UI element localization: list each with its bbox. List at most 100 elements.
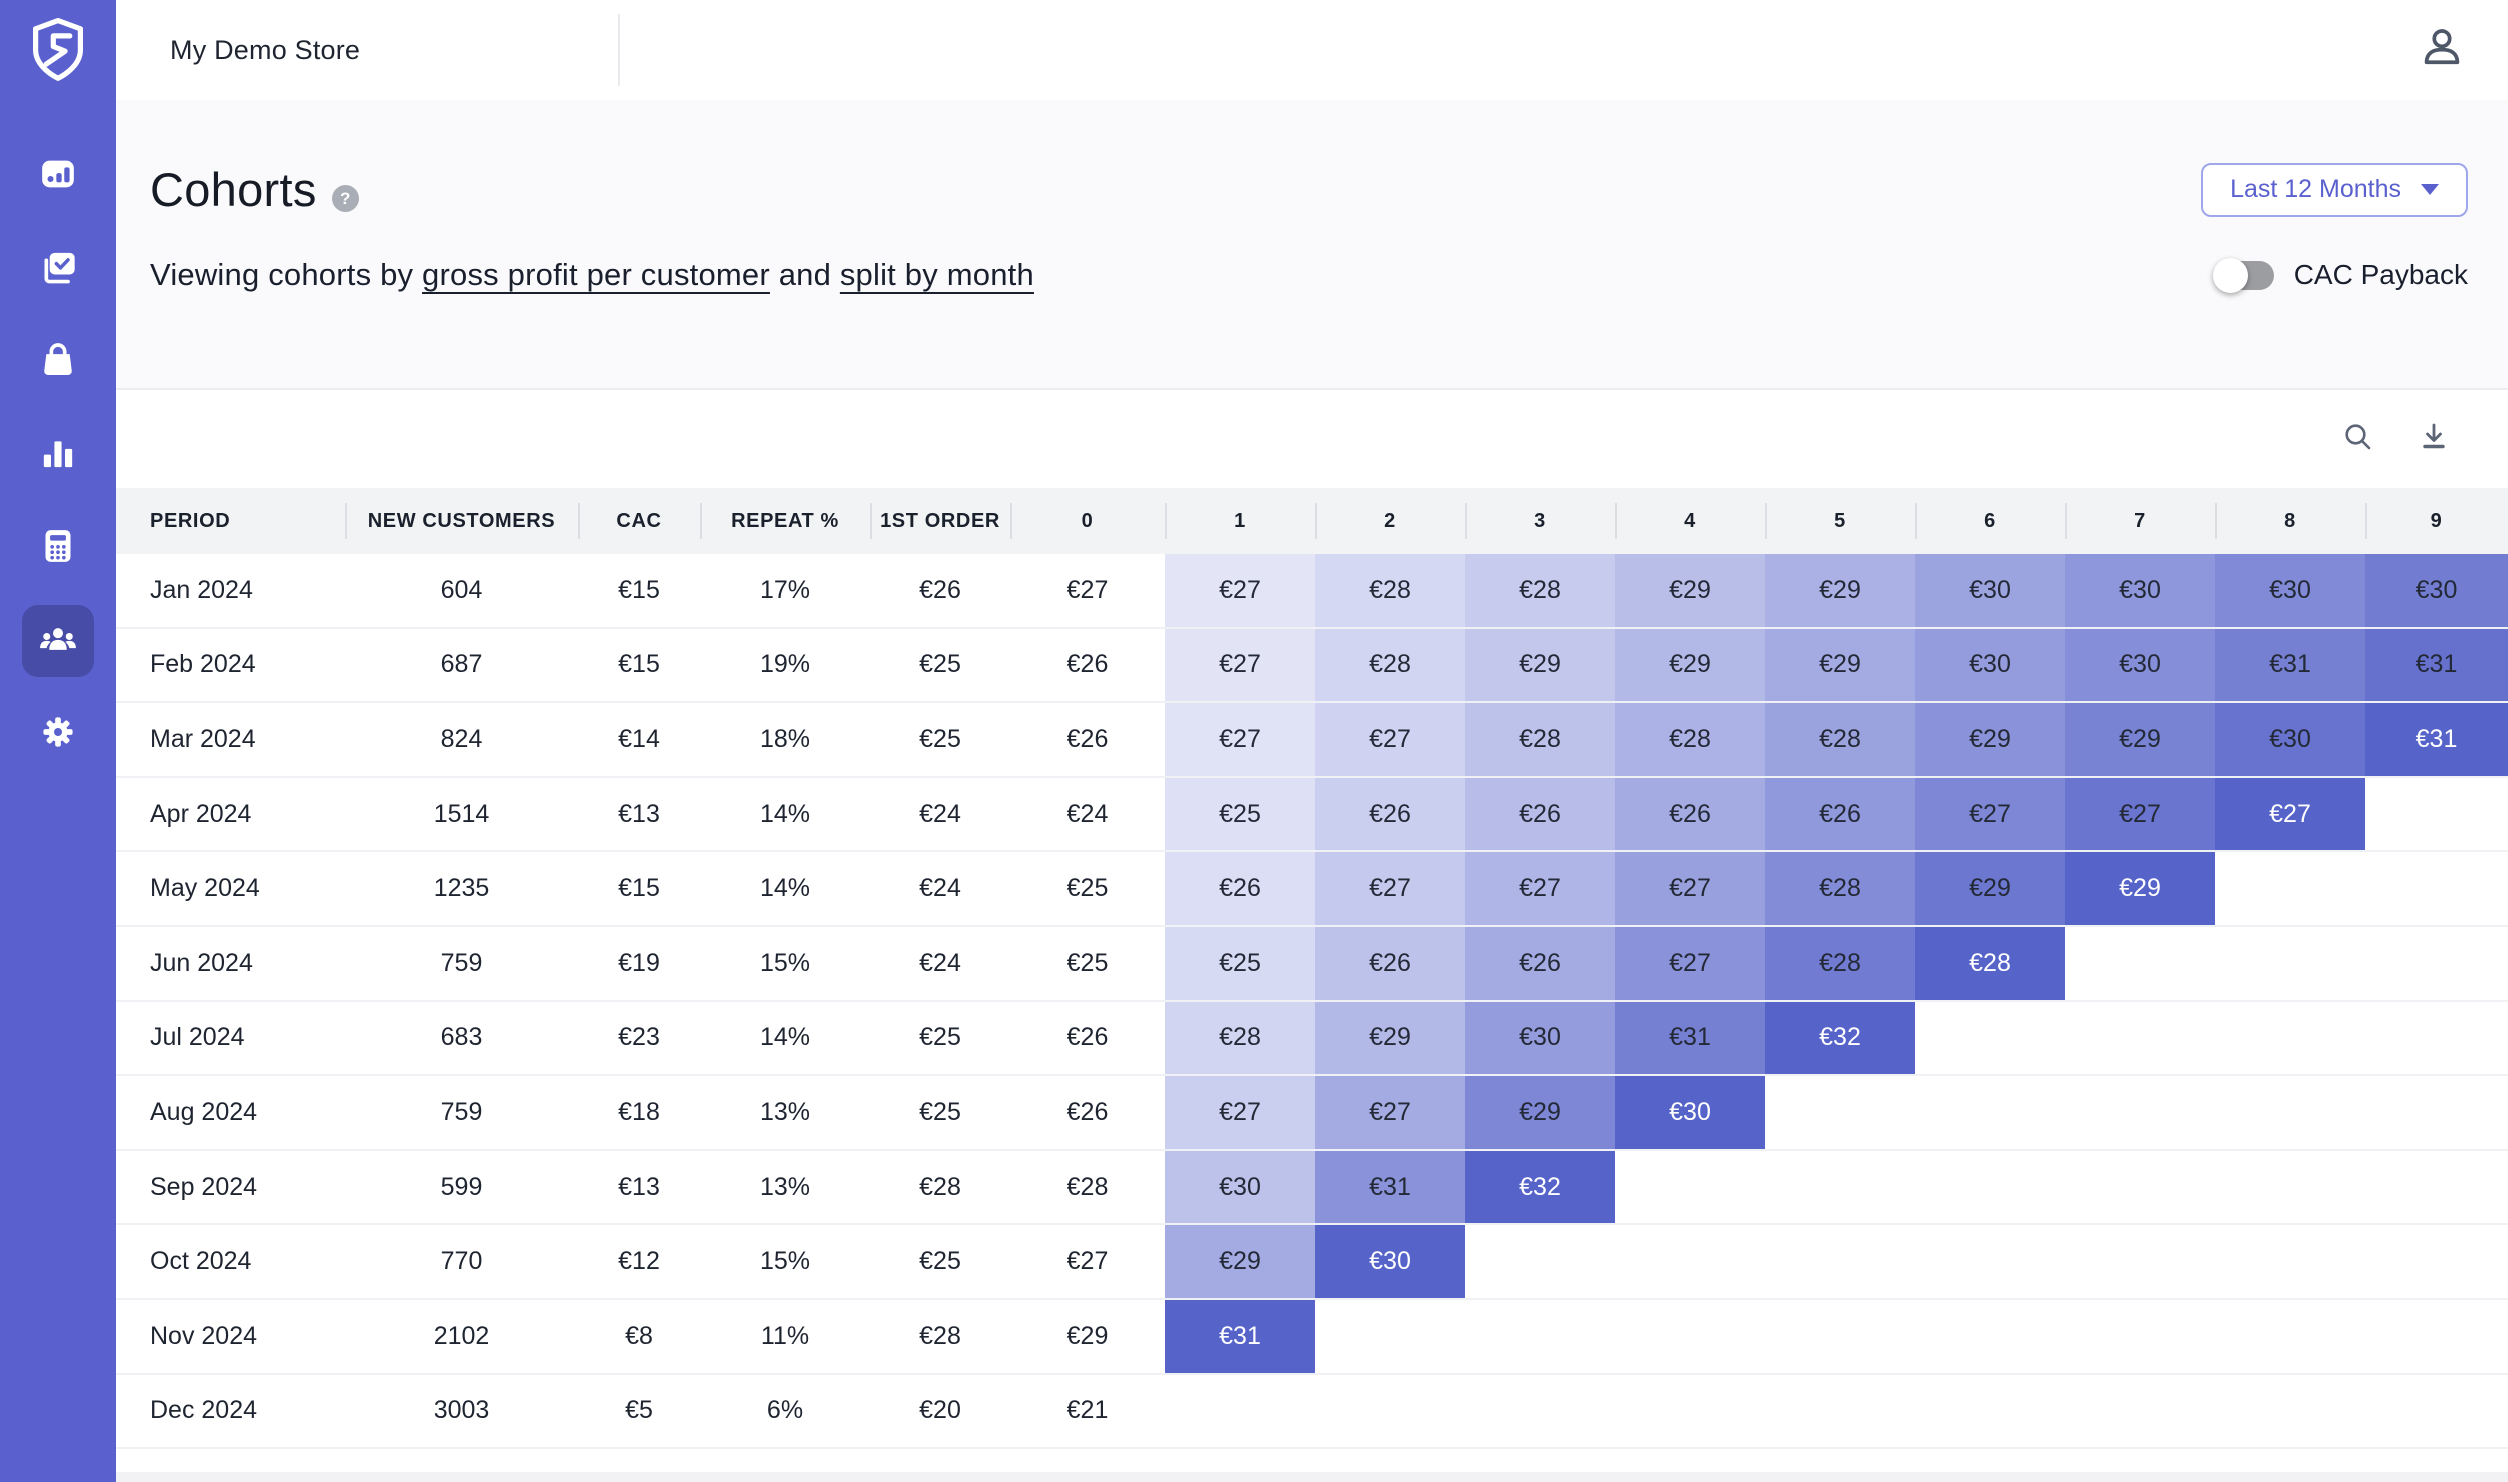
first-order-cell: €25 xyxy=(919,1097,961,1126)
cohort-cell: €31 xyxy=(2215,628,2365,702)
cohort-cell: €29 xyxy=(1915,703,2065,776)
cohort-cell: €30 xyxy=(2065,628,2215,702)
cac-payback-toggle[interactable] xyxy=(2212,257,2274,293)
period-cell: May 2024 xyxy=(150,874,260,903)
cohort-cell xyxy=(2065,927,2215,1000)
cohort-cell xyxy=(1765,1076,1915,1149)
cac-cell: €23 xyxy=(618,1023,660,1052)
table-row: Dec 2024 3003 €5 6% €20 €21 xyxy=(116,1375,2508,1450)
page-title: Cohorts xyxy=(150,163,317,216)
cohort-cell: €28 xyxy=(1465,554,1615,627)
col-header-first-order: 1ST ORDER xyxy=(870,488,1010,554)
cohort-cell: €26 xyxy=(1465,777,1615,851)
cohort-cell: €30 xyxy=(1315,1225,1465,1298)
new-customers-cell: 687 xyxy=(440,650,483,679)
month-0-cell: €26 xyxy=(1066,650,1109,679)
cohort-cell: €30 xyxy=(1915,628,2065,702)
cac-cell: €14 xyxy=(618,724,660,753)
first-order-cell: €26 xyxy=(919,575,961,604)
cohort-cell: €27 xyxy=(1165,554,1315,627)
metric-link[interactable]: gross profit per customer xyxy=(422,257,770,292)
cohort-cell: €27 xyxy=(1615,926,1765,1000)
cac-cell: €15 xyxy=(618,575,660,604)
new-customers-cell: 2102 xyxy=(433,1321,490,1350)
period-cell: Jul 2024 xyxy=(150,1023,245,1052)
sidebar xyxy=(0,0,116,1482)
cac-cell: €19 xyxy=(618,948,660,977)
cohort-cell: €31 xyxy=(1615,1001,1765,1075)
cohort-cell: €27 xyxy=(1315,703,1465,776)
split-link[interactable]: split by month xyxy=(839,257,1034,292)
cohort-cell xyxy=(1915,1002,2065,1075)
cohort-cell: €29 xyxy=(1165,1225,1315,1298)
month-0-cell: €21 xyxy=(1066,1396,1109,1425)
sidebar-item-dashboard[interactable] xyxy=(22,140,94,212)
table-row: Aug 2024 759 €18 13% €25 €26 €27 €27 €29 €30 xyxy=(116,1076,2508,1151)
cohort-cell: €28 xyxy=(1915,926,2065,1000)
cohort-cell: €30 xyxy=(2365,554,2508,627)
cohort-cell: €27 xyxy=(1315,1076,1465,1149)
col-header-month-4: 4 xyxy=(1615,488,1765,554)
col-header-month-8: 8 xyxy=(2215,488,2365,554)
cohort-cell: €29 xyxy=(1765,628,1915,702)
account-button[interactable] xyxy=(2416,24,2468,76)
cohort-cell: €31 xyxy=(2365,628,2508,702)
period-cell: Sep 2024 xyxy=(150,1172,258,1201)
cohort-cell: €26 xyxy=(1315,926,1465,1000)
store-name[interactable]: My Demo Store xyxy=(170,34,361,65)
help-icon[interactable]: ? xyxy=(331,185,359,212)
month-0-cell: €27 xyxy=(1066,1247,1109,1276)
sidebar-item-customers[interactable] xyxy=(22,605,94,677)
cohort-cell: €30 xyxy=(1915,554,2065,627)
sidebar-item-orders[interactable] xyxy=(22,233,94,305)
table-row: Jul 2024 683 €23 14% €25 €26 €28 €29 €30 €31 €32 xyxy=(116,1001,2508,1077)
cohort-cell xyxy=(1915,1076,2065,1149)
table-toolbar xyxy=(116,390,2508,488)
new-customers-cell: 3003 xyxy=(433,1396,490,1425)
cohort-cell: €26 xyxy=(1315,777,1465,851)
table-row: Mar 2024 824 €14 18% €25 €26 €27 €27 €28 €28 €28 €2… xyxy=(116,703,2508,778)
sidebar-item-products[interactable] xyxy=(22,326,94,398)
topbar: My Demo Store xyxy=(116,0,2508,100)
table-row: Oct 2024 770 €12 15% €25 €27 €29 €30 xyxy=(116,1225,2508,1300)
repeat-cell: 13% xyxy=(759,1097,811,1126)
month-0-cell: €25 xyxy=(1066,874,1109,903)
cohort-cell xyxy=(2365,1375,2508,1448)
cohort-cell xyxy=(1915,1225,2065,1298)
cohort-table-card: PERIOD NEW CUSTOMERS CAC REPEAT % 1ST OR… xyxy=(116,388,2508,1482)
cohort-cell: €27 xyxy=(1315,852,1465,925)
sidebar-item-settings[interactable] xyxy=(22,698,94,770)
cohort-cell: €26 xyxy=(1165,852,1315,925)
cohort-cell xyxy=(1465,1375,1615,1448)
new-customers-cell: 599 xyxy=(440,1172,483,1201)
first-order-cell: €24 xyxy=(919,874,961,903)
table-header-row: PERIOD NEW CUSTOMERS CAC REPEAT % 1ST OR… xyxy=(116,488,2508,554)
toggle-knob xyxy=(2212,257,2248,293)
month-0-cell: €26 xyxy=(1066,1023,1109,1052)
repeat-cell: 6% xyxy=(766,1396,804,1425)
period-cell: Mar 2024 xyxy=(150,724,256,753)
cohort-cell xyxy=(2215,1375,2365,1448)
search-button[interactable] xyxy=(2340,421,2376,457)
cohort-cell xyxy=(2365,1076,2508,1149)
orders-check-icon xyxy=(38,247,78,292)
app-logo[interactable] xyxy=(0,0,116,104)
repeat-cell: 18% xyxy=(759,724,811,753)
sidebar-item-analytics[interactable] xyxy=(22,419,94,491)
page-head: Cohorts ? Last 12 Months Viewing cohorts… xyxy=(116,100,2508,388)
date-range-dropdown[interactable]: Last 12 Months xyxy=(2201,162,2468,217)
repeat-cell: 19% xyxy=(759,650,811,679)
sidebar-item-calculator[interactable] xyxy=(22,512,94,584)
cohort-cell: €27 xyxy=(1615,852,1765,925)
first-order-cell: €25 xyxy=(919,724,961,753)
cohort-cell: €28 xyxy=(1465,703,1615,776)
shield-s-logo-icon xyxy=(29,17,87,88)
cohort-cell xyxy=(2215,1002,2365,1075)
sidebar-nav xyxy=(0,140,116,770)
cac-payback-label: CAC Payback xyxy=(2293,259,2468,290)
download-button[interactable] xyxy=(2416,421,2452,457)
repeat-cell: 15% xyxy=(759,1247,811,1276)
col-header-repeat: REPEAT % xyxy=(700,488,870,554)
cohort-cell: €28 xyxy=(1765,852,1915,925)
col-header-month-2: 2 xyxy=(1315,488,1465,554)
